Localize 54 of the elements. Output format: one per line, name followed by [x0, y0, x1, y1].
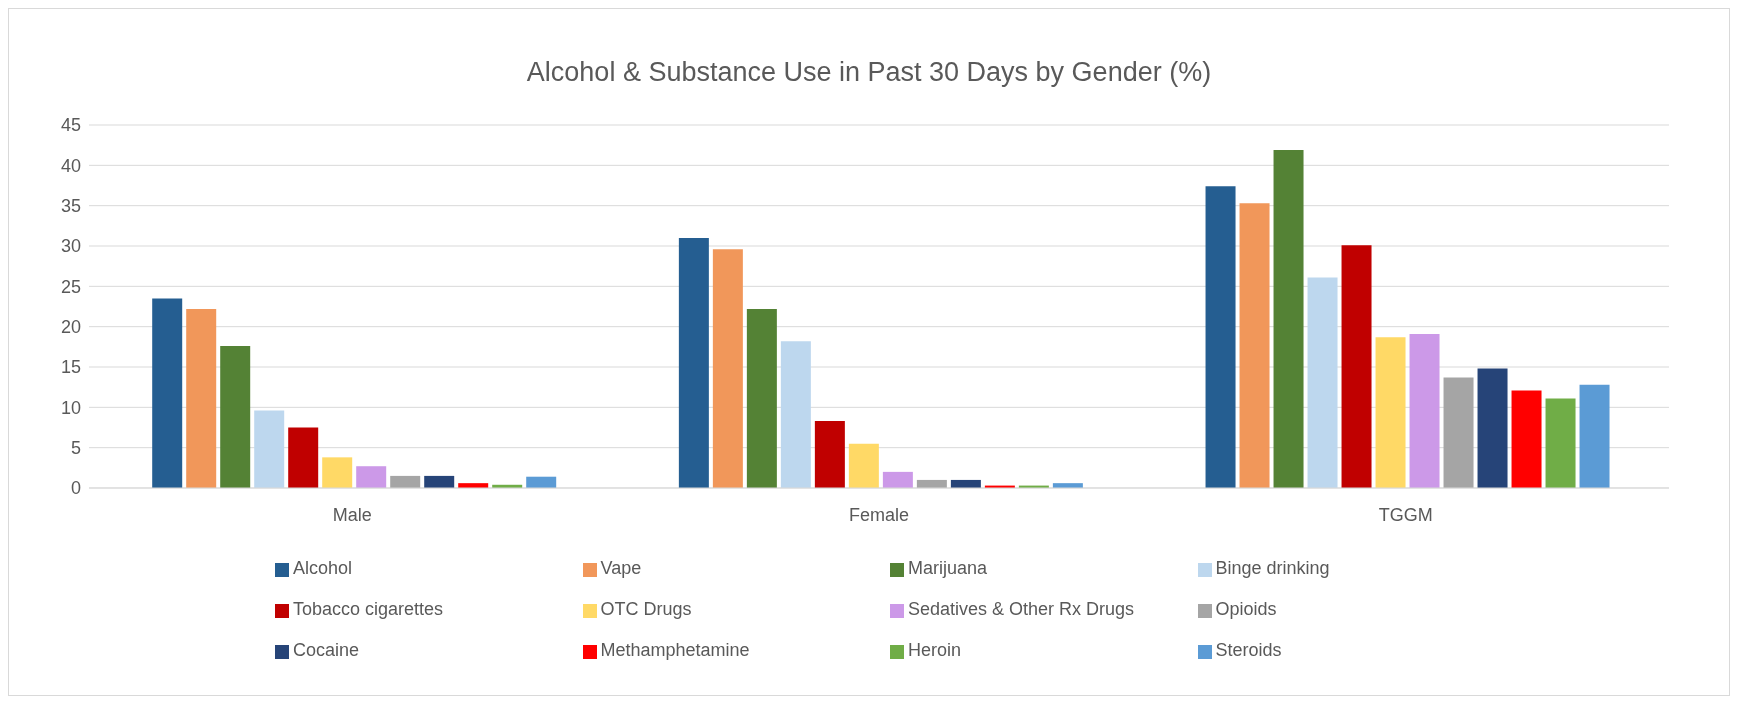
bar: [678, 237, 709, 488]
legend-label: Vape: [600, 558, 642, 578]
bar: [1273, 150, 1304, 488]
bar: [390, 475, 421, 488]
bar: [712, 249, 743, 488]
x-tick-label: Female: [848, 504, 910, 525]
bar: [1443, 377, 1474, 488]
bar: [1239, 203, 1270, 488]
bar: [1511, 390, 1542, 488]
bar: [814, 421, 845, 488]
legend-label: Methamphetamine: [600, 640, 750, 660]
legend-label: Marijuana: [908, 558, 988, 578]
bar: [356, 466, 387, 488]
bar: [1341, 245, 1372, 488]
bar: [322, 457, 353, 488]
y-tick-label: 25: [60, 276, 81, 297]
y-tick-label: 20: [60, 317, 81, 338]
bar: [1545, 398, 1576, 488]
y-tick-label: 35: [60, 196, 81, 217]
bar: [1375, 337, 1406, 488]
bar: [220, 346, 251, 488]
legend-label: Sedatives & Other Rx Drugs: [908, 599, 1135, 619]
y-tick-label: 10: [60, 397, 81, 418]
bar: [254, 410, 285, 488]
bar: [1205, 186, 1236, 488]
y-tick-label: 30: [60, 236, 81, 257]
legend-label: OTC Drugs: [600, 599, 692, 619]
bar: [186, 308, 217, 488]
bar: [882, 471, 913, 488]
x-tick-label: Male: [332, 504, 372, 525]
legend-label: Heroin: [908, 640, 962, 660]
chart-title: Alcohol & Substance Use in Past 30 Days by Gender (%): [525, 56, 1213, 89]
legend-label: Tobacco cigarettes: [293, 599, 444, 619]
y-tick-label: 45: [60, 115, 81, 136]
bar: [1409, 333, 1440, 488]
bar: [780, 341, 811, 488]
legend-label: Cocaine: [293, 640, 360, 660]
y-tick-label: 15: [60, 357, 81, 378]
bar: [746, 308, 777, 488]
bar: [1579, 384, 1610, 488]
bar: [1307, 277, 1338, 488]
legend-label: Steroids: [1215, 640, 1282, 660]
y-tick-label: 5: [70, 438, 81, 459]
legend-label: Binge drinking: [1215, 558, 1330, 578]
y-tick-label: 40: [60, 155, 81, 176]
legend-label: Opioids: [1215, 599, 1277, 619]
bar: [152, 298, 183, 488]
bar: [288, 427, 319, 488]
bar: [424, 475, 455, 488]
y-tick-label: 0: [70, 478, 81, 499]
x-tick-label: TGGM: [1378, 504, 1433, 525]
bar: [1477, 368, 1508, 488]
bar: [848, 443, 879, 488]
legend-label: Alcohol: [293, 558, 353, 578]
